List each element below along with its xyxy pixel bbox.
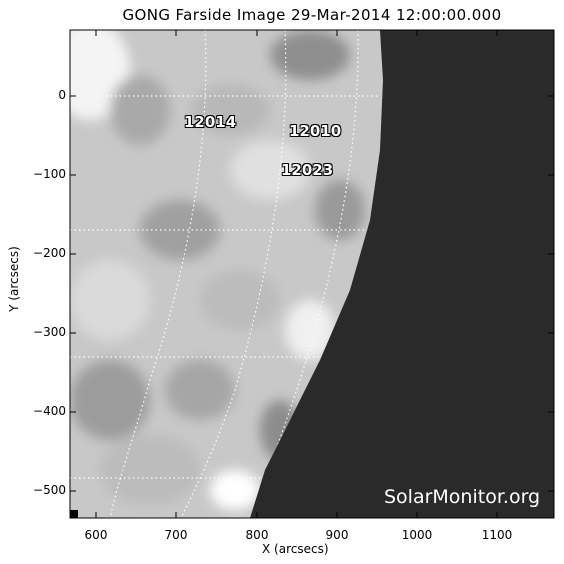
chart-title: GONG Farside Image 29-Mar-2014 12:00:00.… [122, 6, 502, 24]
active-region-label: 12023 [281, 161, 334, 179]
y-tick-label: −400 [33, 404, 66, 418]
x-axis-ticks [95, 30, 498, 518]
x-tick-label: 1100 [481, 528, 513, 542]
y-tick-label: 0 [58, 88, 66, 102]
x-tick-label: 600 [84, 528, 108, 542]
corner-marker [70, 510, 78, 518]
y-tick-label: −300 [33, 325, 66, 339]
y-tick-label: −500 [33, 483, 66, 497]
y-axis-ticks [70, 95, 554, 492]
active-region-label: 12010 [289, 122, 342, 140]
x-tick-label: 900 [325, 528, 349, 542]
y-tick-label: −100 [33, 167, 66, 181]
x-tick-label: 700 [164, 528, 188, 542]
watermark: SolarMonitor.org [384, 486, 541, 508]
x-axis-label: X (arcsecs) [262, 542, 329, 556]
active-region-label: 12014 [184, 113, 237, 131]
x-tick-label: 1000 [401, 528, 433, 542]
x-tick-label: 800 [245, 528, 269, 542]
y-tick-label: −200 [33, 246, 66, 260]
solar-disk [70, 30, 383, 518]
plot-frame [69, 29, 555, 519]
y-axis-label: Y (arcsecs) [7, 246, 21, 312]
